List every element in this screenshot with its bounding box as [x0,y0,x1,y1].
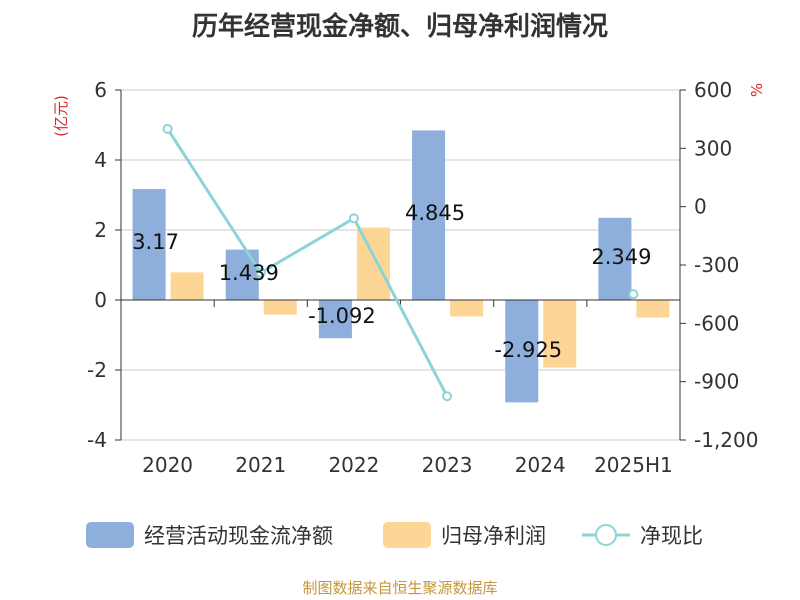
right-tick-label: -1,200 [694,428,758,452]
line-point [162,123,173,134]
bar [263,300,297,315]
right-tick-label: 600 [694,78,732,102]
bar-value-label: 3.17 [132,230,179,254]
right-tick-label: -600 [694,311,739,335]
legend-label: 经营活动现金流净额 [144,524,333,548]
bar-value-label: 1.439 [219,261,279,285]
legend-label: 净现比 [640,524,703,548]
bar [132,189,166,300]
left-tick-label: -4 [87,428,107,452]
chart-title: 历年经营现金净额、归母净利润情况 [191,12,608,42]
bar [412,130,446,300]
bar [170,272,204,300]
bar-value-label: -1.092 [308,304,376,328]
right-tick-label: 0 [694,195,707,219]
line-point [255,267,266,278]
legend-swatch-marker [595,524,617,546]
bar [636,300,670,318]
category-label: 2020 [142,453,193,477]
category-label: 2025H1 [594,453,673,477]
legend-swatch [86,522,134,548]
bar-value-label: 2.349 [591,245,651,269]
legend-swatch [383,522,431,548]
bar [450,300,484,317]
legend-label: 归母净利润 [441,524,546,548]
bar [318,300,352,339]
right-tick-label: -300 [694,253,739,277]
bar [505,300,539,403]
bar [356,227,390,300]
left-tick-label: 2 [94,218,107,242]
left-tick-label: 4 [94,148,107,172]
left-tick-label: 0 [94,288,107,312]
line-point [442,391,453,402]
left-tick-label: -2 [87,358,107,382]
right-tick-label: -900 [694,370,739,394]
bar-value-label: -2.925 [494,338,562,362]
category-label: 2023 [422,453,473,477]
line-point [628,289,639,300]
left-axis-label: (亿元) [52,95,70,137]
line-point [348,213,359,224]
left-tick-label: 6 [94,78,107,102]
line-series [166,128,449,397]
category-label: 2021 [235,453,286,477]
bar [598,217,632,300]
category-label: 2024 [515,453,566,477]
right-axis-label: % [748,83,766,97]
bar-value-label: 4.845 [405,201,465,225]
source-note: 制图数据来自恒生聚源数据库 [302,579,498,597]
category-label: 2022 [328,453,379,477]
bar [543,300,577,368]
bar [225,249,259,300]
right-tick-label: 300 [694,136,732,160]
